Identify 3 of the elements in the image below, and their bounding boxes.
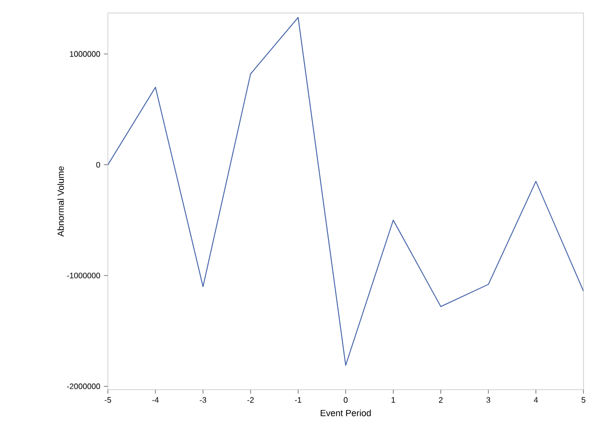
x-axis-title: Event Period xyxy=(320,410,371,416)
line-series xyxy=(108,17,584,366)
y-axis-title: Abnormal Volume xyxy=(57,166,64,237)
